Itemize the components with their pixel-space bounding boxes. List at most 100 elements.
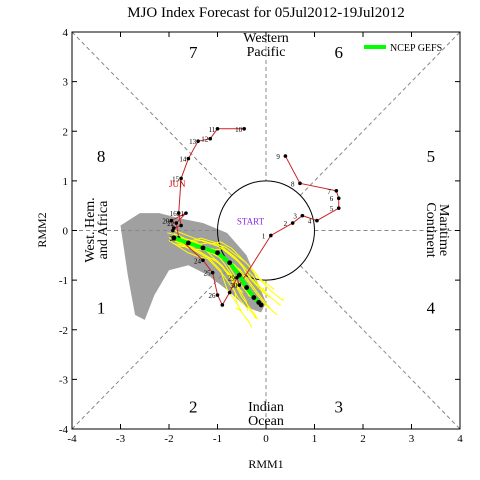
ensemble-spread-area — [120, 213, 266, 320]
observed-point — [176, 211, 181, 215]
month-annotation: JUN — [169, 179, 186, 189]
forecast-mean-point — [171, 235, 177, 241]
forecast-mean-point — [186, 240, 191, 246]
ensemble-member-line — [172, 242, 243, 313]
phase-number-5: 5 — [427, 147, 436, 166]
x-tick-label: 2 — [360, 433, 366, 445]
phase-number-3: 3 — [335, 398, 344, 417]
observed-day-label: 9 — [276, 153, 280, 161]
observed-day-label: 29 — [228, 275, 236, 283]
observed-day-label: 30 — [230, 282, 238, 290]
observed-day-label: 10 — [235, 126, 243, 134]
region-bottom-line2: Ocean — [248, 414, 284, 429]
observed-day-label: 25 — [204, 270, 212, 278]
phase-number-7: 7 — [189, 43, 198, 62]
ensemble-member-line — [169, 237, 257, 319]
observed-point — [220, 303, 225, 307]
y-tick-label: 3 — [63, 77, 69, 89]
plot-area: 1011121314151620212223242526293012345678… — [71, 31, 461, 430]
y-axis-label: RMM2 — [35, 212, 49, 247]
observed-path-line — [170, 128, 340, 306]
observed-point — [186, 156, 191, 161]
forecast-mean-point — [227, 260, 233, 266]
y-tick-label: -2 — [59, 325, 68, 337]
y-tick-label: -3 — [59, 374, 69, 386]
phase-number-8: 8 — [97, 147, 106, 166]
observed-point — [269, 233, 273, 238]
observed-point — [208, 136, 213, 141]
region-top-line2: Pacific — [247, 45, 286, 60]
phase-number-4: 4 — [427, 298, 436, 317]
legend-label: NCEP GEFS — [390, 43, 442, 54]
observed-day-label: 26 — [209, 292, 217, 300]
observed-day-label: 8 — [291, 180, 295, 188]
observed-day-label: 22 — [167, 220, 175, 228]
observed-point — [336, 206, 341, 210]
chart-title: MJO Index Forecast for 05Jul2012-19Jul20… — [127, 5, 404, 21]
observed-point — [315, 218, 319, 223]
observed-point — [179, 223, 183, 228]
region-right-line1: Maritime — [436, 204, 451, 256]
observed-point — [298, 181, 302, 186]
x-tick-label: 0 — [263, 433, 269, 445]
observed-point — [174, 221, 179, 225]
y-tick-label: 4 — [63, 27, 69, 39]
observed-point — [169, 218, 174, 223]
observed-day-label: 3 — [293, 213, 297, 221]
observed-day-label: 2 — [284, 220, 288, 228]
forecast-mean-point — [244, 285, 250, 290]
observed-day-label: 6 — [330, 195, 334, 203]
observed-day-label: 15 — [172, 175, 180, 183]
observed-point — [215, 293, 220, 297]
region-left-line2: and Africa — [96, 200, 111, 259]
y-tick-label: -4 — [59, 424, 69, 436]
observed-point — [215, 126, 220, 131]
observed-point — [237, 283, 242, 287]
forecast-mean-point — [258, 302, 264, 308]
observed-day-label: 7 — [327, 188, 331, 196]
x-tick-label: 4 — [457, 433, 463, 445]
observed-day-label: 20 — [162, 218, 170, 226]
observed-point — [196, 139, 200, 143]
y-tick-label: 2 — [63, 126, 69, 138]
region-label-top: Western Pacific — [243, 31, 289, 60]
forecast-mean-line — [173, 236, 263, 307]
observed-point — [336, 196, 341, 201]
x-tick-label: -3 — [116, 433, 126, 445]
phase-number-2: 2 — [189, 398, 198, 417]
region-label-left: West. Hem. and Africa — [83, 197, 111, 262]
forecast-mean-point — [236, 272, 242, 278]
observed-point — [227, 290, 232, 295]
forecast-mean-point — [215, 250, 220, 256]
unit-circle — [217, 180, 315, 281]
x-tick-label: -4 — [67, 433, 77, 445]
forecast-mean-point — [200, 245, 206, 251]
observed-day-label: 1 — [262, 232, 266, 240]
region-label-right: Maritime Continent — [423, 202, 451, 257]
observed-day-label: 16 — [170, 210, 178, 218]
ensemble-member-line — [168, 239, 253, 328]
sector-guide-line — [71, 31, 233, 196]
observed-day-label: 12 — [201, 136, 209, 144]
ensemble-member-line — [178, 238, 270, 298]
observed-point — [334, 189, 339, 193]
y-tick-label: 0 — [63, 226, 69, 238]
y-tick-label: 1 — [63, 176, 69, 188]
x-tick-label: -1 — [213, 433, 222, 445]
ensemble-member-line — [171, 229, 275, 290]
observed-point — [210, 270, 215, 275]
region-left-line1: West. Hem. — [83, 197, 98, 262]
observed-point — [184, 211, 188, 215]
observed-day-label: 11 — [209, 126, 216, 134]
phase-number-1: 1 — [97, 298, 106, 317]
x-tick-label: 1 — [312, 433, 318, 445]
region-bottom-line1: Indian — [248, 400, 284, 415]
start-annotation: START — [237, 217, 265, 227]
region-label-bottom: Indian Ocean — [248, 400, 284, 429]
observed-day-label: 24 — [194, 257, 202, 265]
observed-day-label: 21 — [177, 210, 185, 218]
region-top-line1: Western — [243, 31, 289, 46]
observed-point — [283, 154, 288, 158]
